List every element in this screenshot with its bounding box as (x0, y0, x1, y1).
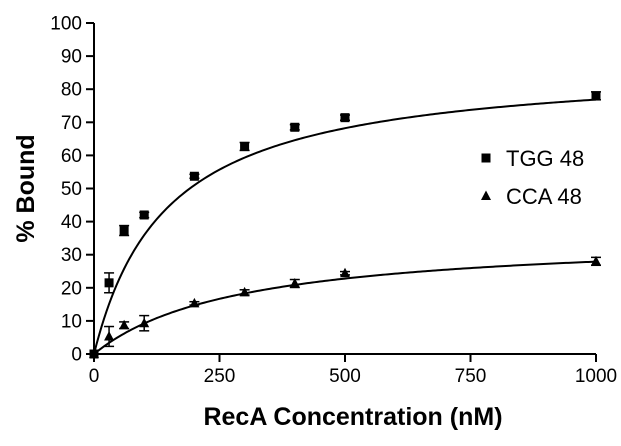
data-point-triangle (239, 286, 250, 297)
y-tick-label: 50 (61, 179, 82, 200)
x-tick-label: 750 (455, 366, 487, 387)
data-point-square (240, 141, 250, 151)
data-point-triangle (289, 277, 300, 288)
legend-label: CCA 48 (506, 184, 582, 209)
legend-marker-triangle (481, 190, 491, 200)
data-point-square (290, 122, 300, 132)
y-tick-label: 30 (61, 245, 82, 266)
data-point-triangle (189, 297, 200, 308)
y-tick-label: 60 (61, 146, 82, 167)
data-point-square (119, 226, 129, 236)
y-tick-label: 100 (50, 14, 82, 35)
x-tick-label: 500 (329, 366, 361, 387)
y-tick-label: 0 (71, 345, 82, 366)
y-tick-label: 10 (61, 311, 82, 332)
data-point-square (104, 278, 114, 288)
data-point-triangle (104, 330, 115, 341)
data-point-square (189, 171, 199, 181)
x-axis-title: RecA Concentration (nM) (203, 403, 502, 431)
y-tick-label: 20 (61, 278, 82, 299)
x-tick-label: 0 (89, 366, 100, 387)
data-point-triangle (89, 348, 99, 358)
data-point-triangle (591, 255, 601, 266)
data-point-square (591, 91, 601, 101)
fit-curves (93, 98, 597, 355)
y-tick-label: 80 (61, 80, 82, 101)
x-tick-label: 1000 (575, 366, 617, 387)
data-points (89, 91, 601, 359)
data-point-triangle (139, 317, 150, 328)
y-tick-label: 70 (61, 113, 82, 134)
legend-marker-square (481, 153, 491, 163)
legend: TGG 48 CCA 48 (481, 146, 584, 209)
data-point-square (340, 113, 350, 123)
data-point-triangle (340, 267, 350, 278)
fit-curve-2 (93, 260, 597, 355)
data-point-triangle (119, 319, 130, 330)
legend-label: TGG 48 (506, 146, 584, 171)
data-point-square (139, 210, 149, 220)
y-tick-label: 90 (61, 47, 82, 68)
y-axis-title: % Bound (12, 134, 40, 242)
x-tick-label: 250 (204, 366, 236, 387)
y-tick-label: 40 (61, 212, 82, 233)
fit-curve-1 (93, 98, 597, 355)
